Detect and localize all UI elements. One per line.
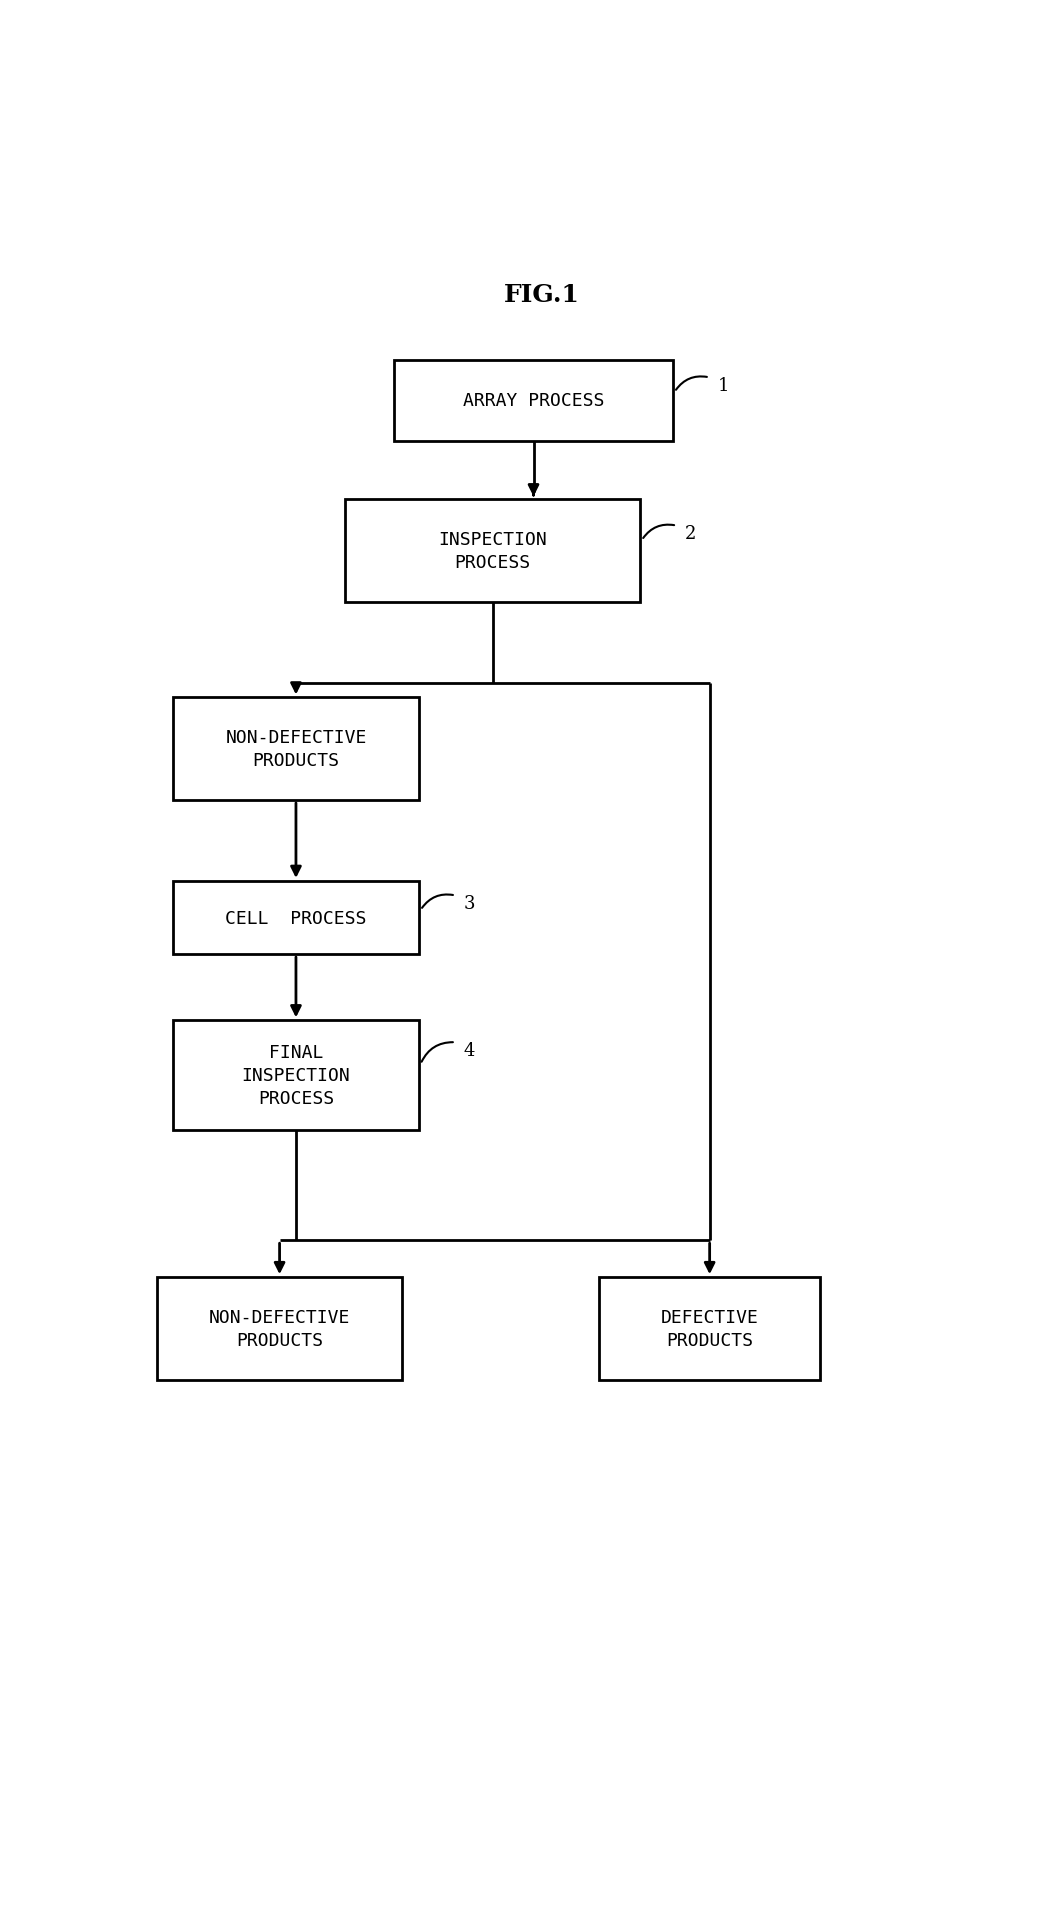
Bar [173, 697, 419, 800]
Bar [156, 1278, 403, 1379]
Text: 4: 4 [464, 1040, 476, 1059]
Text: NON-DEFECTIVE
PRODUCTS: NON-DEFECTIVE PRODUCTS [225, 730, 367, 770]
Text: FINAL
INSPECTION
PROCESS: FINAL INSPECTION PROCESS [242, 1044, 350, 1107]
Text: ARRAY PROCESS: ARRAY PROCESS [463, 392, 605, 410]
Bar [173, 882, 419, 954]
Text: CELL  PROCESS: CELL PROCESS [225, 909, 367, 928]
Text: 1: 1 [718, 377, 729, 394]
Text: 2: 2 [685, 524, 697, 543]
Text: INSPECTION
PROCESS: INSPECTION PROCESS [439, 531, 546, 571]
Text: DEFECTIVE
PRODUCTS: DEFECTIVE PRODUCTS [661, 1309, 759, 1349]
Text: NON-DEFECTIVE
PRODUCTS: NON-DEFECTIVE PRODUCTS [209, 1309, 350, 1349]
Bar [345, 499, 641, 602]
Bar [173, 1021, 419, 1132]
Text: 3: 3 [464, 893, 476, 912]
Text: FIG.1: FIG.1 [504, 282, 579, 307]
Bar [599, 1278, 820, 1379]
Bar [394, 360, 673, 442]
